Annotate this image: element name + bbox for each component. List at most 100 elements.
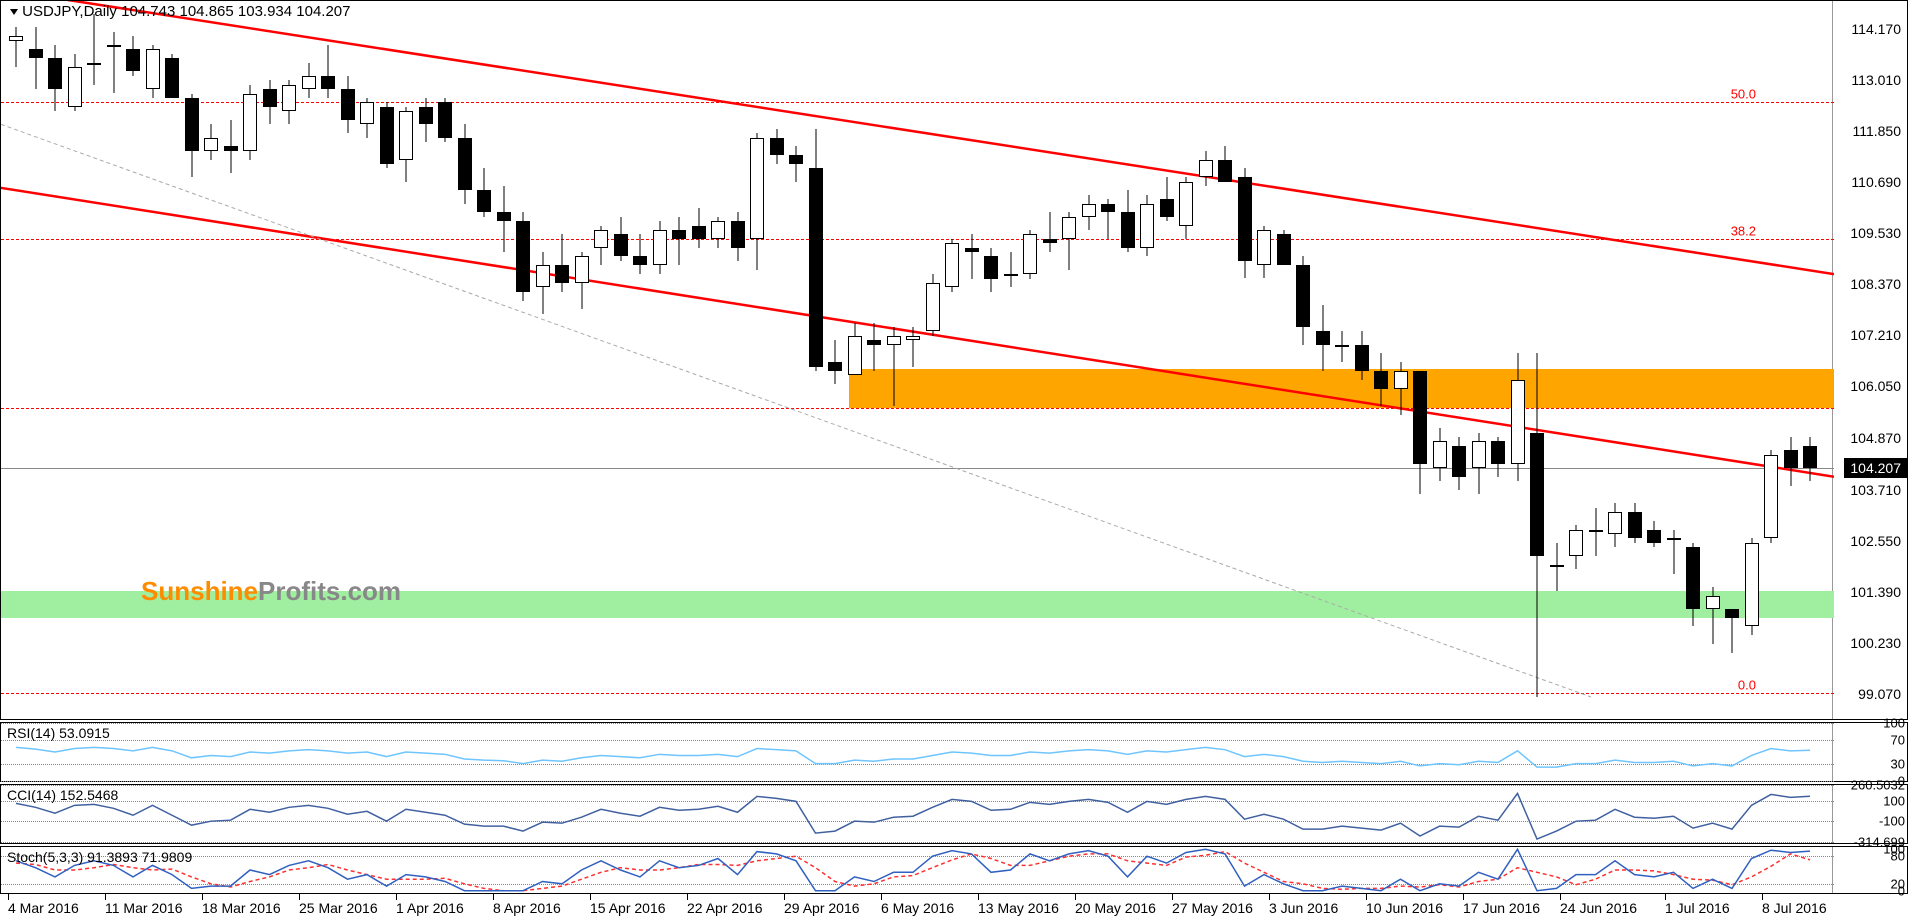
price-y-tick: 100.230 bbox=[1850, 635, 1901, 651]
candle bbox=[341, 1, 355, 719]
candle bbox=[380, 1, 394, 719]
cci-y-axis: 260.5032100-100-314.699 bbox=[1832, 785, 1907, 843]
candle bbox=[165, 1, 179, 719]
candle bbox=[1413, 1, 1427, 719]
candle bbox=[828, 1, 842, 719]
cci-y-tick: 100 bbox=[1883, 794, 1905, 809]
candle bbox=[243, 1, 257, 719]
candle bbox=[1764, 1, 1778, 719]
date-x-tick: 1 Jul 2016 bbox=[1665, 900, 1730, 916]
current-price-box: 104.207 bbox=[1844, 458, 1907, 478]
candle bbox=[1530, 1, 1544, 719]
candle bbox=[9, 1, 23, 719]
stoch-svg bbox=[1, 847, 1834, 893]
chart-title: USDJPY,Daily 104.743 104.865 103.934 104… bbox=[7, 3, 351, 20]
candle bbox=[809, 1, 823, 719]
candle bbox=[282, 1, 296, 719]
candle bbox=[1472, 1, 1486, 719]
candle bbox=[1062, 1, 1076, 719]
candle bbox=[1179, 1, 1193, 719]
rsi-label: RSI(14) 53.0915 bbox=[7, 725, 110, 741]
candle bbox=[1394, 1, 1408, 719]
candle bbox=[887, 1, 901, 719]
candle bbox=[146, 1, 160, 719]
price-y-tick: 99.070 bbox=[1858, 686, 1901, 702]
stoch-y-tick: 100 bbox=[1883, 842, 1905, 857]
candle bbox=[321, 1, 335, 719]
price-y-tick: 111.850 bbox=[1852, 123, 1901, 139]
candle bbox=[536, 1, 550, 719]
price-y-tick: 109.530 bbox=[1850, 225, 1901, 241]
candle bbox=[731, 1, 745, 719]
rsi-y-axis: 10070300 bbox=[1832, 723, 1907, 781]
candle bbox=[1608, 1, 1622, 719]
cci-panel: CCI(14) 152.5468 260.5032100-100-314.699 bbox=[0, 784, 1908, 844]
candle bbox=[419, 1, 433, 719]
price-y-tick: 114.170 bbox=[1851, 21, 1901, 37]
candle bbox=[1043, 1, 1057, 719]
date-x-tick: 8 Apr 2016 bbox=[493, 900, 561, 916]
candle bbox=[1140, 1, 1154, 719]
candle bbox=[1160, 1, 1174, 719]
candle bbox=[1199, 1, 1213, 719]
cci-y-tick: -100 bbox=[1879, 814, 1905, 829]
date-x-tick: 4 Mar 2016 bbox=[8, 900, 79, 916]
price-y-tick: 103.710 bbox=[1850, 482, 1901, 498]
chart-ohlc: 104.743 104.865 103.934 104.207 bbox=[121, 3, 350, 20]
candle bbox=[185, 1, 199, 719]
main-price-chart: USDJPY,Daily 104.743 104.865 103.934 104… bbox=[0, 0, 1908, 720]
candle bbox=[438, 1, 452, 719]
rsi-area[interactable]: RSI(14) 53.0915 bbox=[1, 723, 1834, 781]
candle bbox=[1101, 1, 1115, 719]
candle bbox=[594, 1, 608, 719]
price-y-tick: 108.370 bbox=[1850, 276, 1901, 292]
candle bbox=[1745, 1, 1759, 719]
price-chart-area[interactable]: USDJPY,Daily 104.743 104.865 103.934 104… bbox=[1, 1, 1834, 719]
candle bbox=[48, 1, 62, 719]
cci-label: CCI(14) 152.5468 bbox=[7, 787, 118, 803]
candle bbox=[107, 1, 121, 719]
candle bbox=[926, 1, 940, 719]
candle bbox=[672, 1, 686, 719]
candle bbox=[555, 1, 569, 719]
candle bbox=[1004, 1, 1018, 719]
candle bbox=[458, 1, 472, 719]
date-x-tick: 20 May 2016 bbox=[1075, 900, 1156, 916]
rsi-y-tick: 100 bbox=[1883, 716, 1905, 731]
candle bbox=[360, 1, 374, 719]
cci-area[interactable]: CCI(14) 152.5468 bbox=[1, 785, 1834, 843]
candle bbox=[1706, 1, 1720, 719]
candle bbox=[1335, 1, 1349, 719]
candle bbox=[1121, 1, 1135, 719]
candle bbox=[1569, 1, 1583, 719]
candle bbox=[1784, 1, 1798, 719]
candle bbox=[770, 1, 784, 719]
candle bbox=[711, 1, 725, 719]
date-x-tick: 8 Jul 2016 bbox=[1762, 900, 1827, 916]
date-x-tick: 25 Mar 2016 bbox=[299, 900, 378, 916]
stoch-y-axis: 80201000 bbox=[1832, 847, 1907, 893]
candle bbox=[497, 1, 511, 719]
candle bbox=[1628, 1, 1642, 719]
stoch-area[interactable]: Stoch(5,3,3) 91.3893 71.9809 bbox=[1, 847, 1834, 893]
candle bbox=[965, 1, 979, 719]
rsi-y-tick: 70 bbox=[1891, 733, 1905, 748]
rsi-y-tick: 30 bbox=[1891, 756, 1905, 771]
candle bbox=[614, 1, 628, 719]
candle bbox=[204, 1, 218, 719]
date-x-tick: 6 May 2016 bbox=[881, 900, 954, 916]
candle bbox=[263, 1, 277, 719]
date-x-tick: 22 Apr 2016 bbox=[687, 900, 763, 916]
candle bbox=[224, 1, 238, 719]
date-x-tick: 15 Apr 2016 bbox=[590, 900, 666, 916]
candle bbox=[126, 1, 140, 719]
rsi-svg bbox=[1, 723, 1834, 781]
date-x-axis: 4 Mar 201611 Mar 201618 Mar 201625 Mar 2… bbox=[0, 894, 1908, 920]
candle bbox=[1803, 1, 1817, 719]
candle bbox=[1374, 1, 1388, 719]
date-x-tick: 10 Jun 2016 bbox=[1366, 900, 1443, 916]
date-x-tick: 17 Jun 2016 bbox=[1463, 900, 1540, 916]
date-x-tick: 13 May 2016 bbox=[978, 900, 1059, 916]
candle bbox=[1023, 1, 1037, 719]
candle bbox=[399, 1, 413, 719]
